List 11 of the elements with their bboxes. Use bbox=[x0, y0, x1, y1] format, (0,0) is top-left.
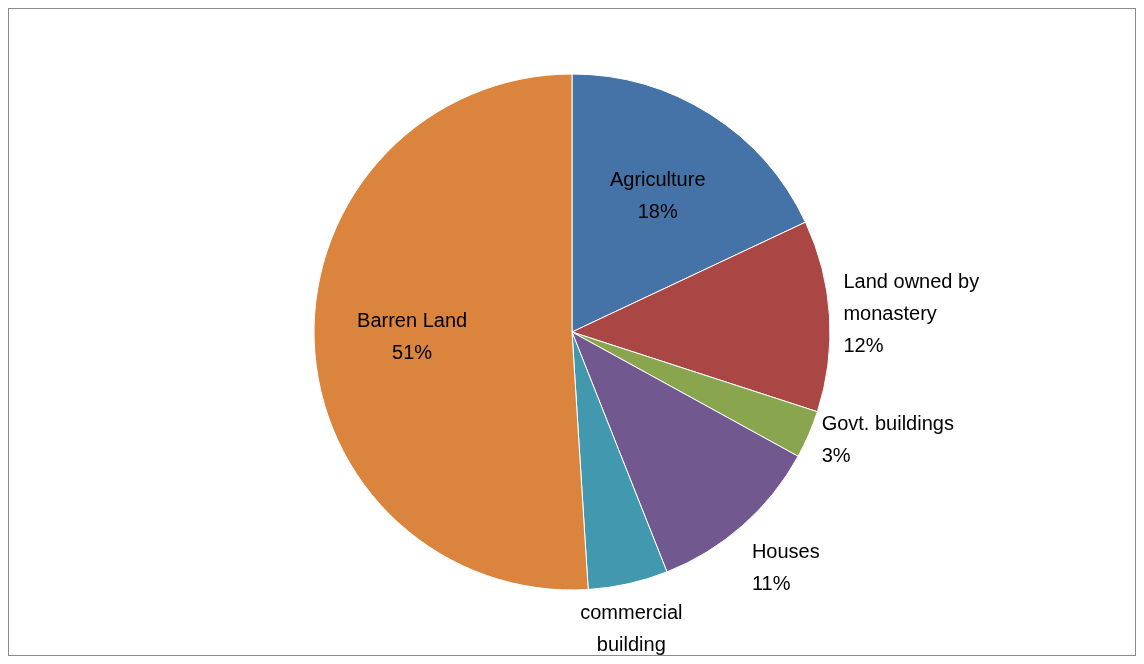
slice-label: Land owned by monastery bbox=[843, 270, 980, 325]
slice-label: Govt. buildings bbox=[821, 411, 954, 434]
slice-label: Houses bbox=[751, 539, 820, 562]
slice-label: Agriculture bbox=[609, 168, 706, 191]
data-label: 12% bbox=[843, 334, 884, 357]
slice-label: commercial building bbox=[580, 600, 683, 655]
slice-label: Barren Land bbox=[357, 308, 468, 331]
data-label: 51% bbox=[392, 340, 433, 363]
data-label: 11% bbox=[751, 571, 791, 594]
data-label: 18% bbox=[637, 200, 678, 223]
data-label: 3% bbox=[821, 443, 851, 466]
